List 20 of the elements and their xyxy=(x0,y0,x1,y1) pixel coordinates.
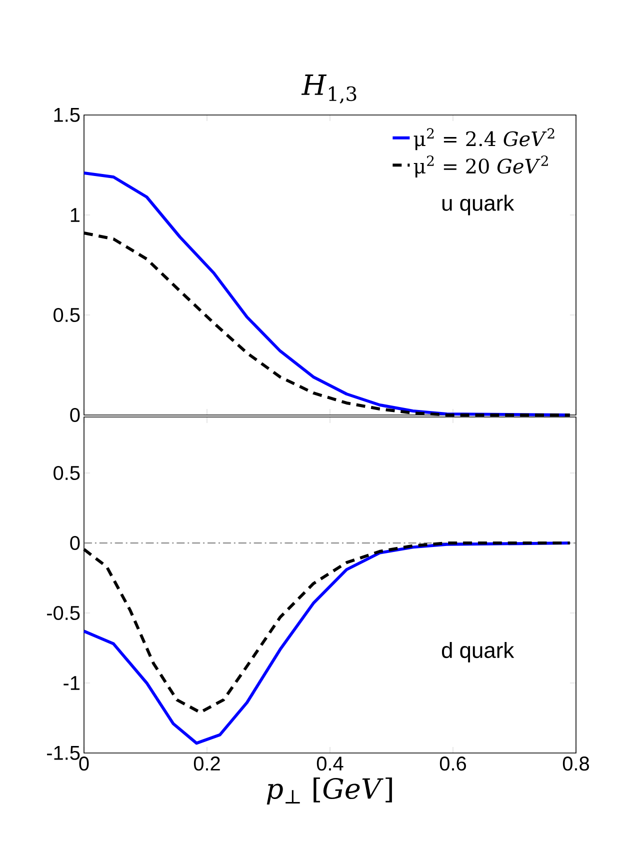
y-tick-label: -0.5 xyxy=(47,606,80,620)
y-tick-label: 0.5 xyxy=(54,466,80,480)
chart-title: H$_{1,3}$ xyxy=(301,74,356,104)
legend-label: μ$^{2}$ = 2.4 GeV$^{2}$ xyxy=(414,128,554,150)
legend-label: μ$^{2}$ = 20 GeV$^{2}$ xyxy=(414,155,548,178)
y-tick-label: -1.5 xyxy=(47,746,80,760)
x-tick-label: 0.8 xyxy=(562,756,589,771)
annotation: d quark xyxy=(442,642,514,662)
x-tick-label: 0.4 xyxy=(316,756,344,771)
y-tick-label: 0 xyxy=(70,408,80,422)
x-tick-label: 0.2 xyxy=(194,756,220,771)
x-tick-label: 0 xyxy=(79,756,89,771)
y-tick-label: -1 xyxy=(64,676,80,690)
y-tick-label: 0 xyxy=(70,536,80,550)
y-tick-label: 1 xyxy=(70,208,80,222)
x-tick-label: 0.6 xyxy=(440,756,466,771)
y-tick-label: 1.5 xyxy=(54,108,80,122)
annotation: u quark xyxy=(442,194,514,216)
y-tick-label: 0.5 xyxy=(54,308,80,322)
x-axis-title: p$_{⊥}$ [GeV] xyxy=(266,777,392,804)
